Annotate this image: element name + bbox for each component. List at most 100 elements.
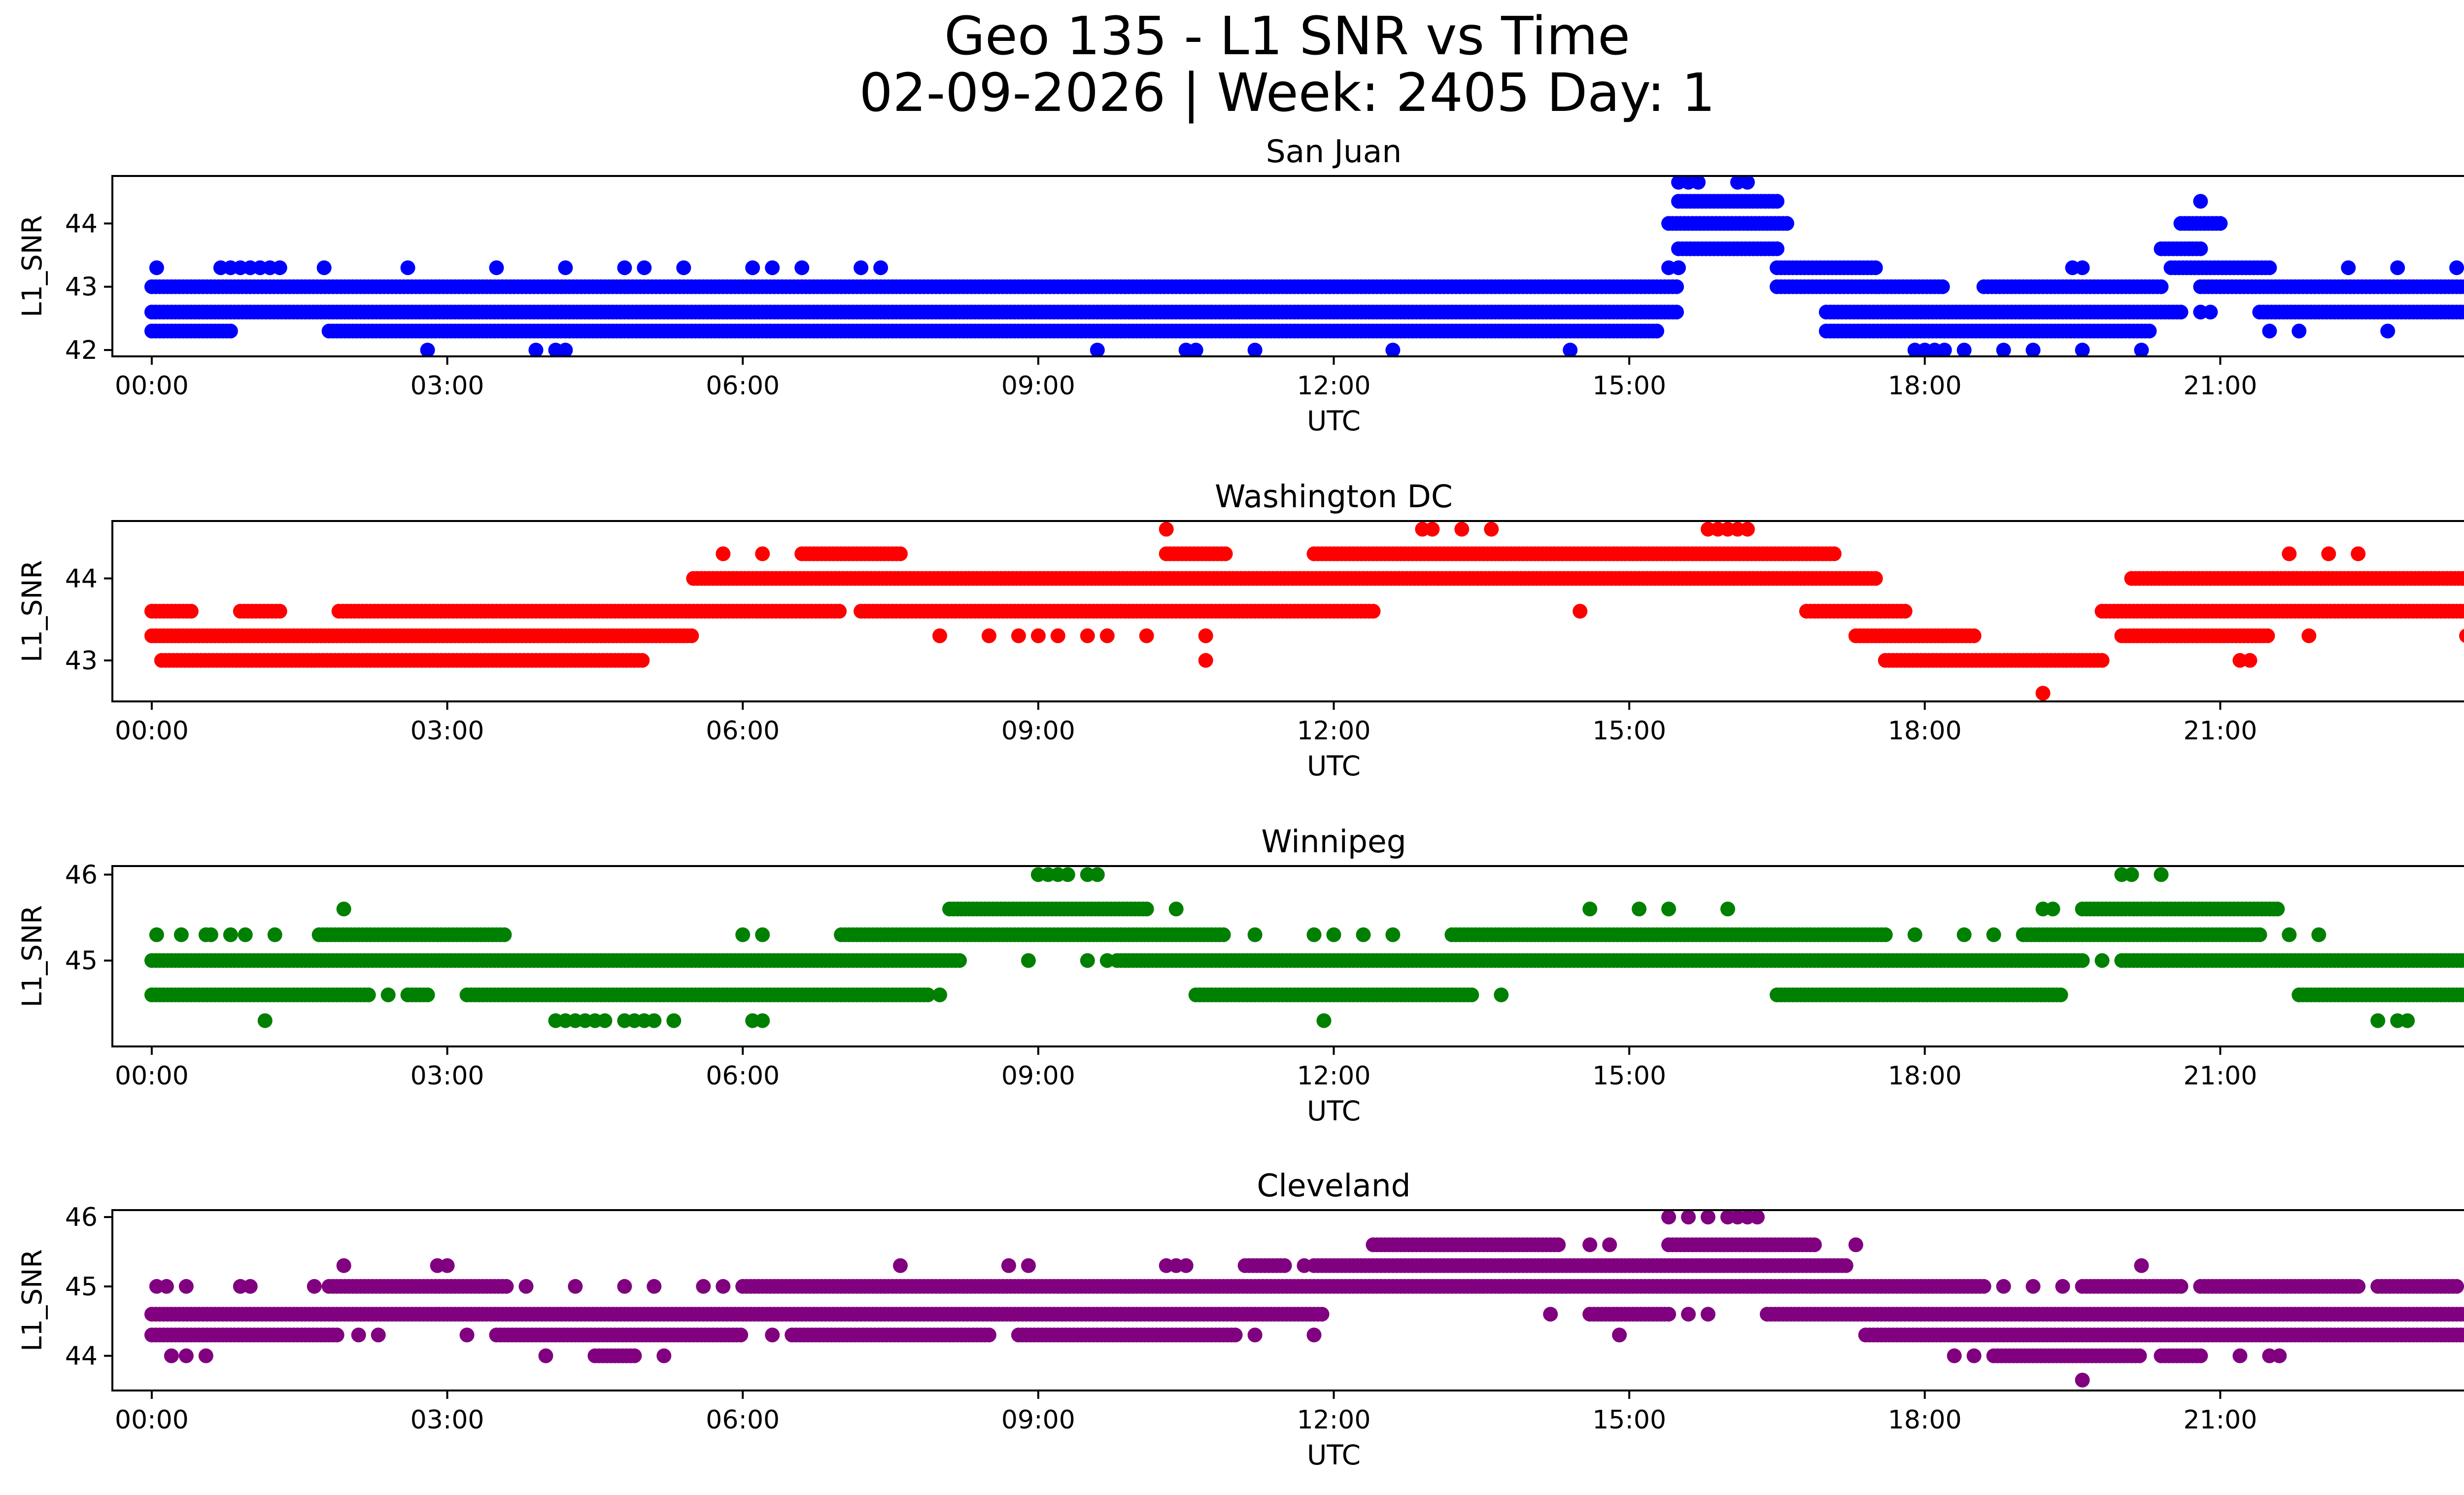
x-tick-label: 12:00 — [1297, 371, 1371, 401]
data-point — [755, 927, 770, 942]
data-point — [755, 1013, 770, 1028]
data-point — [2075, 953, 2090, 968]
data-point — [2311, 927, 2327, 942]
data-point — [1632, 902, 1647, 917]
y-axis-label: L1_SNR — [16, 215, 48, 317]
y-tick-label: 43 — [65, 646, 98, 676]
data-point — [1247, 927, 1263, 942]
data-point — [2094, 653, 2110, 668]
y-tick-label: 45 — [65, 946, 98, 976]
y-tick-label: 42 — [65, 336, 98, 365]
data-point — [2262, 260, 2277, 276]
data-point — [538, 1348, 553, 1363]
data-point — [873, 260, 889, 276]
data-point — [1011, 628, 1026, 643]
data-point — [149, 260, 164, 276]
data-point — [329, 1327, 344, 1343]
data-point — [2154, 279, 2169, 294]
data-point — [2370, 1013, 2386, 1028]
data-point — [2270, 902, 2285, 917]
data-points — [144, 176, 2464, 356]
data-point — [1159, 522, 1174, 537]
data-point — [2132, 1348, 2147, 1363]
y-axis-label: L1_SNR — [16, 905, 48, 1007]
data-point — [832, 604, 847, 619]
y-tick-label: 43 — [65, 273, 98, 302]
data-point — [198, 1348, 213, 1363]
data-point — [2459, 571, 2464, 586]
data-point — [1966, 628, 1982, 643]
data-point — [1228, 1327, 1243, 1343]
y-tick-label: 44 — [65, 209, 98, 239]
data-point — [1050, 628, 1065, 643]
data-point — [1826, 546, 1842, 561]
x-axis-label: UTC — [1307, 405, 1361, 437]
data-point — [2045, 902, 2060, 917]
x-tick-label: 18:00 — [1888, 371, 1962, 401]
data-point — [2282, 927, 2297, 942]
data-point — [1935, 279, 1950, 294]
data-point — [716, 546, 731, 561]
data-point — [952, 953, 967, 968]
data-point — [1385, 927, 1401, 942]
data-point — [745, 260, 760, 276]
data-point — [733, 1327, 749, 1343]
data-points — [144, 522, 2464, 701]
data-point — [272, 604, 287, 619]
data-point — [2400, 1013, 2415, 1028]
data-point — [267, 927, 282, 942]
x-tick-label: 21:00 — [2183, 371, 2257, 401]
data-point — [1425, 522, 1440, 537]
data-point — [1139, 628, 1154, 643]
data-point — [272, 260, 287, 276]
data-point — [1188, 343, 1203, 356]
data-point — [627, 1348, 642, 1363]
x-tick-label: 21:00 — [2183, 716, 2257, 746]
data-point — [617, 260, 632, 276]
data-point — [1464, 987, 1479, 1003]
data-point — [420, 987, 435, 1003]
data-point — [2232, 1348, 2248, 1363]
data-point — [2173, 305, 2189, 320]
data-point — [1740, 176, 1755, 190]
data-point — [2461, 605, 2464, 617]
data-point — [1168, 902, 1184, 917]
data-point — [1090, 343, 1105, 356]
y-tick-label: 44 — [65, 564, 98, 593]
data-point — [1868, 260, 1883, 276]
data-point — [2301, 628, 2317, 643]
data-point — [794, 260, 810, 276]
x-tick-label: 03:00 — [411, 1061, 484, 1091]
data-point — [257, 1013, 273, 1028]
data-point — [1316, 1013, 1332, 1028]
data-point — [1366, 604, 1381, 619]
data-point — [1582, 902, 1598, 917]
data-point — [2154, 867, 2169, 882]
data-point — [2341, 260, 2356, 276]
y-axis-ticks: 42 43 44 — [65, 209, 112, 365]
data-point — [2260, 628, 2275, 643]
x-tick-label: 06:00 — [706, 371, 780, 401]
data-point — [1649, 323, 1665, 339]
data-point — [1060, 867, 1075, 882]
x-tick-label: 00:00 — [115, 371, 189, 401]
data-point — [666, 1013, 682, 1028]
data-point — [1669, 305, 1684, 320]
x-tick-label: 12:00 — [1297, 1061, 1371, 1091]
data-point — [1030, 628, 1046, 643]
data-point — [2142, 323, 2157, 339]
data-point — [1947, 1348, 1962, 1363]
x-tick-label: 09:00 — [1001, 1061, 1075, 1091]
data-point — [635, 653, 650, 668]
data-point — [637, 260, 652, 276]
data-point — [2213, 216, 2228, 231]
data-point — [1099, 628, 1115, 643]
x-axis-label: UTC — [1307, 1095, 1361, 1127]
data-point — [1669, 279, 1684, 294]
data-point — [1099, 953, 1115, 968]
data-point — [1661, 902, 1677, 917]
data-point — [2292, 323, 2307, 339]
